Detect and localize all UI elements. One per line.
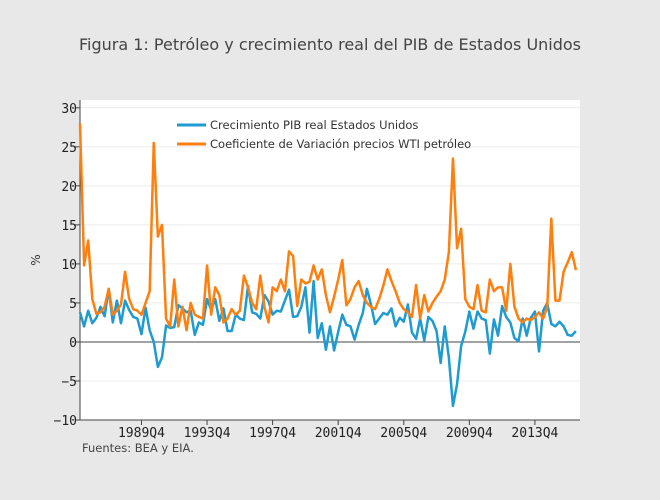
y-tick-label: 25 bbox=[61, 141, 77, 156]
x-tick-label: 2009Q4 bbox=[446, 426, 493, 441]
y-tick-label: −5 bbox=[61, 375, 77, 390]
series-line-oil-cv bbox=[78, 123, 578, 332]
series-line-gdp-growth bbox=[78, 279, 577, 408]
y-tick-label: 0 bbox=[69, 336, 77, 351]
legend: Crecimiento PIB real Estados Unidos Coefi… bbox=[177, 118, 471, 151]
y-tick-label: 5 bbox=[69, 297, 77, 312]
chart-title: Figura 1: Petróleo y crecimiento real de… bbox=[79, 35, 581, 54]
x-tick-label: 2013Q4 bbox=[511, 426, 558, 441]
legend-label: Coeficiente de Variación precios WTI pet… bbox=[210, 137, 471, 151]
legend-label: Crecimiento PIB real Estados Unidos bbox=[210, 118, 418, 132]
source-note: Fuentes: BEA y EIA. bbox=[82, 441, 194, 455]
x-tick-labels: 1989Q4 1993Q4 1997Q4 2001Q4 2005Q4 2009Q4 2013… bbox=[118, 426, 559, 441]
x-tick-label: 1993Q4 bbox=[184, 426, 231, 441]
y-axis-label: % bbox=[29, 254, 43, 265]
y-tick-label: 30 bbox=[61, 102, 77, 117]
y-tick-label: 20 bbox=[61, 180, 77, 195]
x-tick-label: 2005Q4 bbox=[380, 426, 427, 441]
x-tick-label: 2001Q4 bbox=[315, 426, 362, 441]
x-tick-label: 1997Q4 bbox=[249, 426, 296, 441]
data-series bbox=[78, 123, 578, 408]
x-tick-label: 1989Q4 bbox=[118, 426, 165, 441]
y-tick-label: 10 bbox=[61, 258, 77, 273]
y-tick-label: 15 bbox=[61, 219, 77, 234]
y-tick-labels: −10 −5 0 5 10 15 20 25 30 bbox=[54, 102, 77, 429]
y-tick-label: −10 bbox=[54, 414, 77, 429]
